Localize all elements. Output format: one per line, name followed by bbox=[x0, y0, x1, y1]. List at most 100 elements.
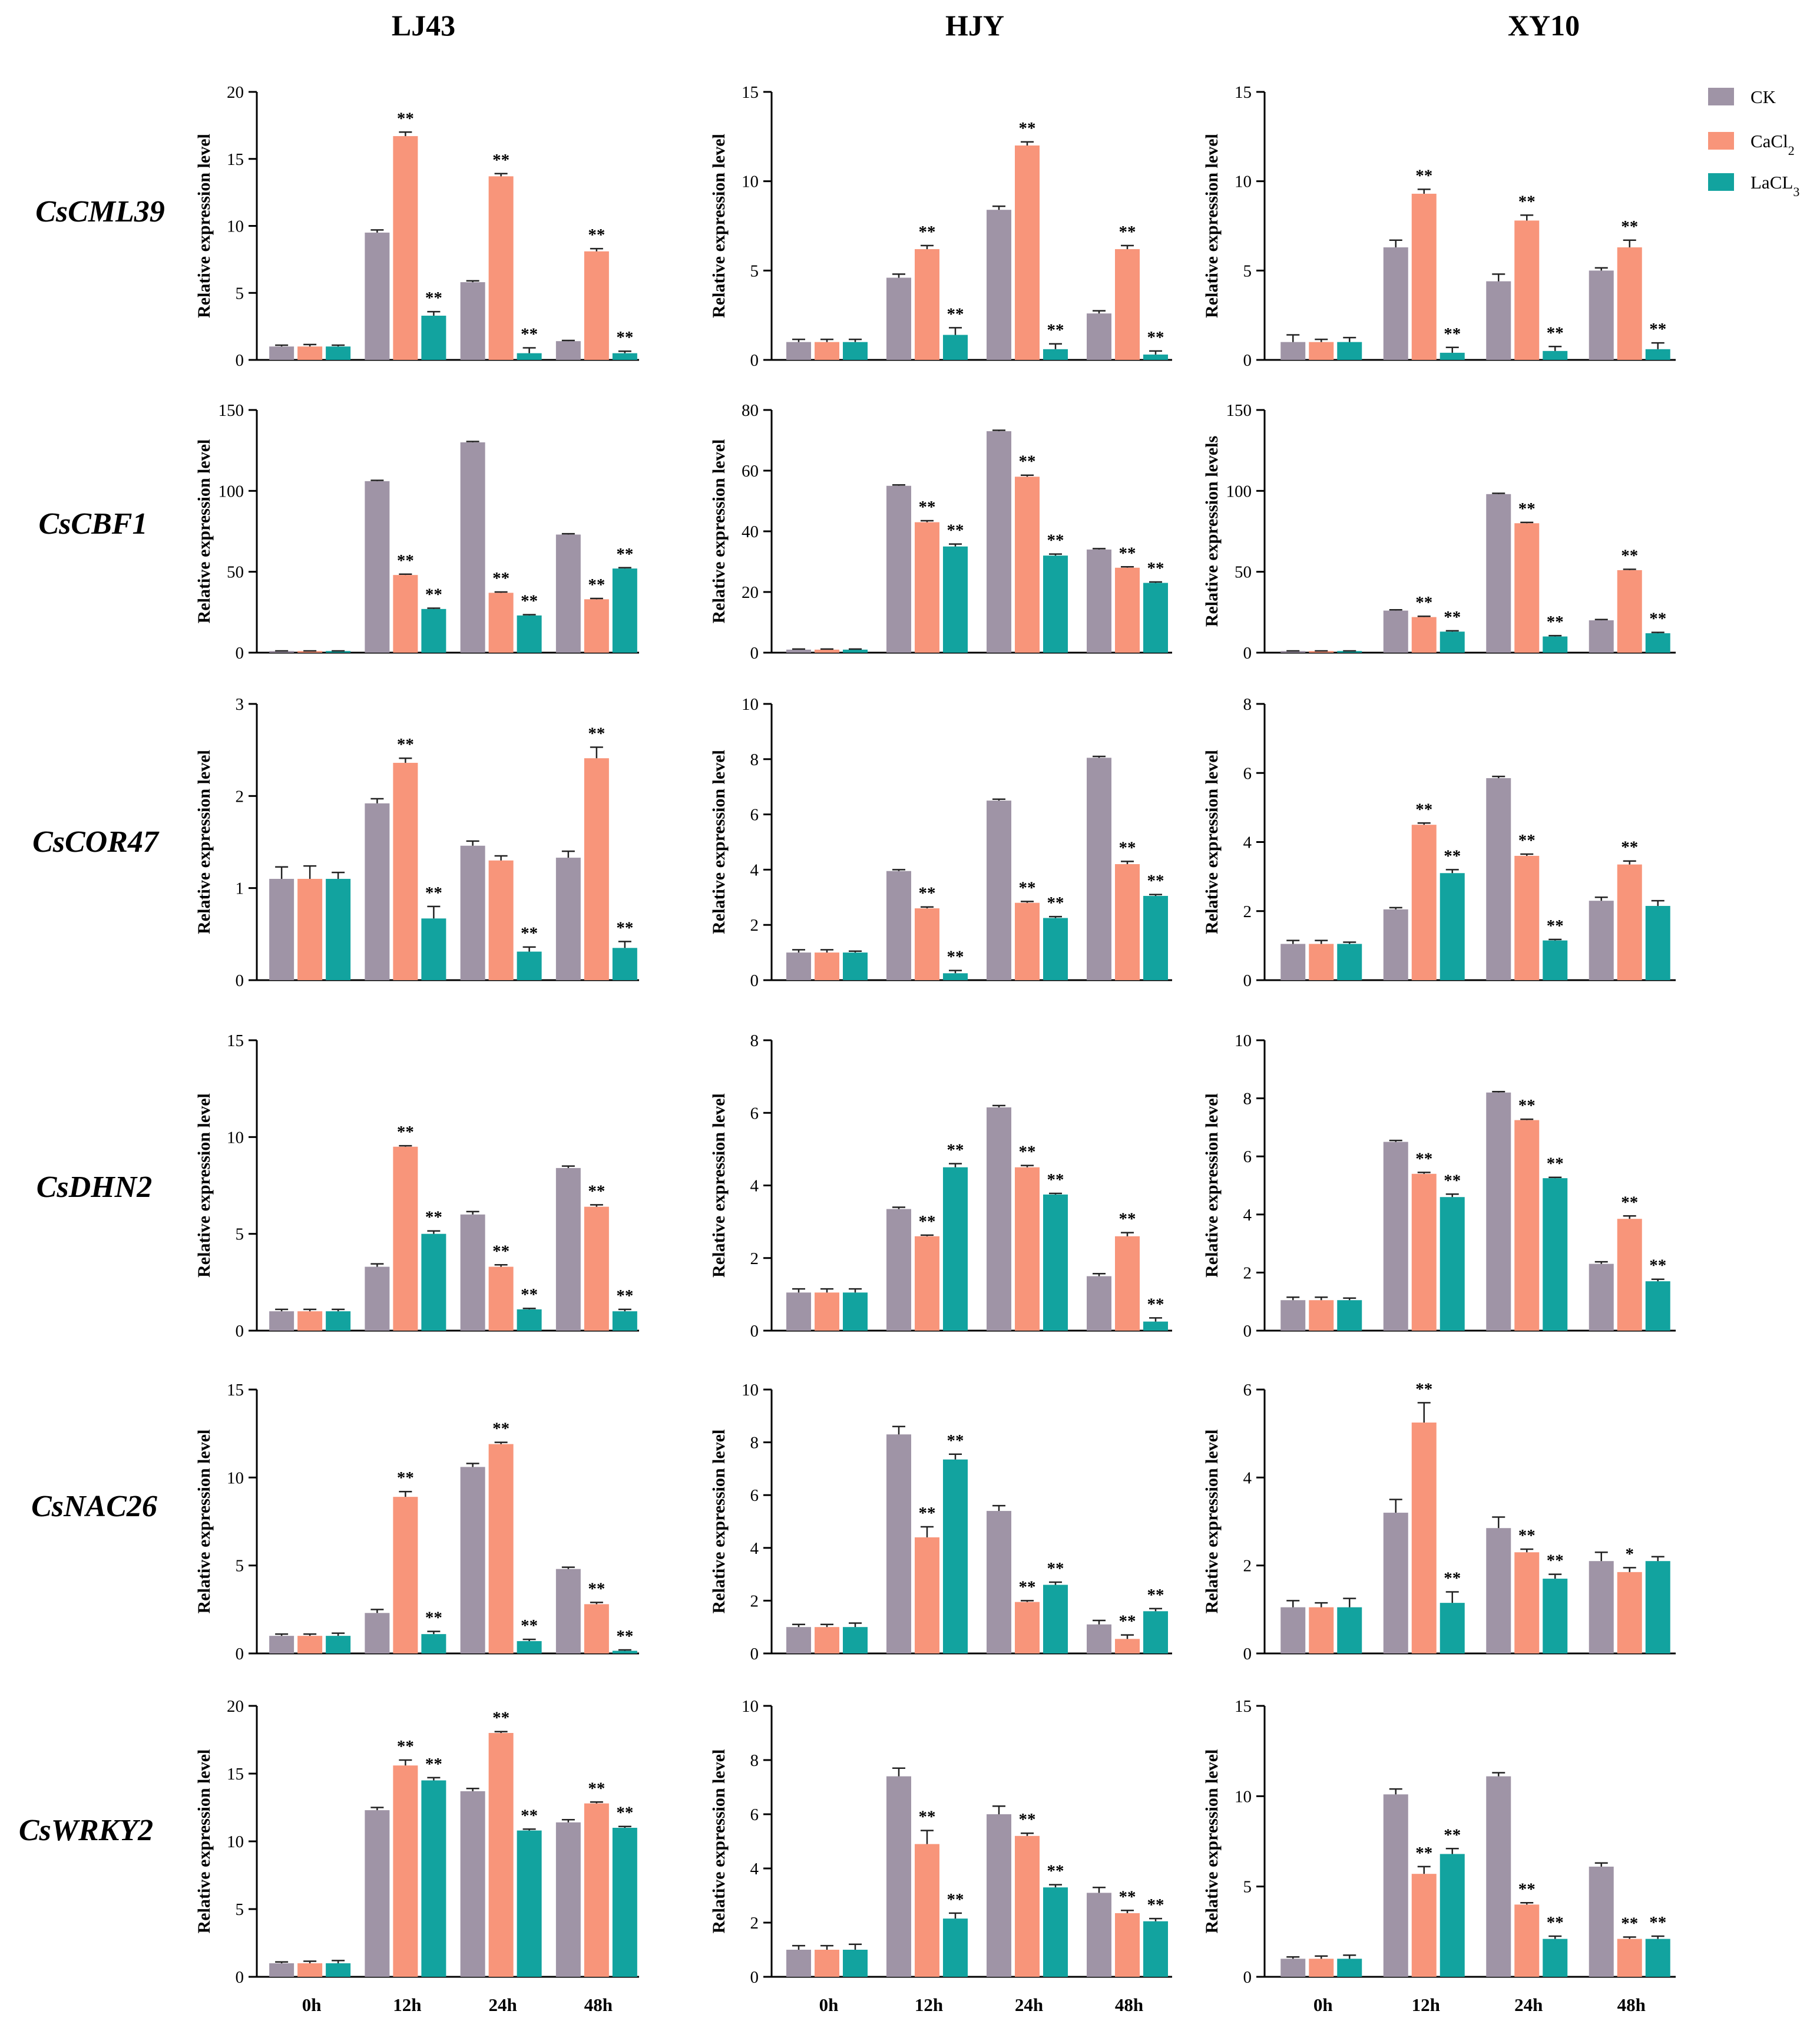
bar-24h-lacl3 bbox=[1543, 1939, 1568, 1977]
y-tick-label: 10 bbox=[1235, 1031, 1252, 1050]
bar-48h-cacl2 bbox=[1115, 1913, 1140, 1977]
bar-12h-cacl2 bbox=[915, 1537, 939, 1653]
significance-label: ** bbox=[616, 545, 633, 564]
significance-label: ** bbox=[1147, 1586, 1164, 1605]
bar-0h-cacl2 bbox=[297, 1963, 323, 1977]
significance-label: ** bbox=[919, 1808, 936, 1827]
significance-label: ** bbox=[1019, 119, 1036, 138]
y-tick-label: 8 bbox=[750, 750, 759, 769]
chart-cscbf1-lj43: 0 50 100 150 Relative expression level ** ** **… bbox=[194, 401, 639, 663]
bar-12h-cacl2 bbox=[393, 1765, 418, 1977]
bar-48h-lacl3 bbox=[612, 568, 637, 653]
x-tick-label: 48h bbox=[1115, 1994, 1143, 2015]
bar-12h-lacl3 bbox=[421, 608, 446, 653]
significance-label: ** bbox=[1444, 608, 1461, 627]
y-tick-label: 10 bbox=[1235, 173, 1252, 191]
bar-0h-lacl3 bbox=[1337, 1959, 1362, 1977]
bar-12h-cacl2 bbox=[393, 763, 418, 980]
bar-24h-ck bbox=[460, 1214, 485, 1331]
significance-label: ** bbox=[1119, 838, 1136, 857]
y-tick-label: 80 bbox=[742, 401, 759, 420]
significance-label: ** bbox=[521, 591, 538, 610]
significance-label: ** bbox=[492, 569, 509, 588]
bar-12h-ck bbox=[365, 481, 390, 653]
bar-0h-ck bbox=[1280, 1300, 1306, 1331]
x-tick-label: 0h bbox=[302, 1994, 322, 2015]
bar-12h-lacl3 bbox=[421, 1780, 446, 1977]
x-tick-label: 24h bbox=[489, 1994, 517, 2015]
chart-cscml39-lj43: 0 5 10 15 20 Relative expression level ** ** ** *… bbox=[194, 83, 639, 370]
bar-24h-lacl3 bbox=[1043, 349, 1068, 360]
significance-label: ** bbox=[588, 226, 605, 244]
bar-24h-lacl3 bbox=[517, 615, 542, 653]
bar-48h-cacl2 bbox=[584, 758, 609, 980]
bar-0h-ck bbox=[269, 879, 294, 980]
significance-label: ** bbox=[919, 1504, 936, 1523]
bar-0h-cacl2 bbox=[1309, 1300, 1334, 1331]
gene-label-cscor47: CsCOR47 bbox=[32, 825, 160, 859]
bar-48h-ck bbox=[1087, 1893, 1111, 1977]
gene-label-cscbf1: CsCBF1 bbox=[39, 507, 148, 541]
bar-12h-ck bbox=[365, 1810, 390, 1977]
chart-csnac26-lj43: 0 5 10 15 Relative expression level ** ** ** ** *… bbox=[194, 1381, 639, 1663]
significance-label: ** bbox=[1147, 559, 1164, 578]
y-tick-label: 50 bbox=[227, 563, 244, 582]
bar-24h-cacl2 bbox=[1514, 1904, 1540, 1977]
significance-label: ** bbox=[1019, 1143, 1036, 1162]
bar-0h-ck bbox=[269, 346, 294, 360]
bar-24h-ck bbox=[987, 1107, 1011, 1331]
bar-24h-ck bbox=[460, 1791, 485, 1977]
bar-12h-lacl3 bbox=[943, 973, 968, 980]
bar-0h-cacl2 bbox=[297, 879, 323, 980]
significance-label: ** bbox=[1649, 320, 1666, 339]
legend-subscript: 3 bbox=[1793, 184, 1799, 199]
bar-48h-cacl2 bbox=[1115, 249, 1140, 360]
significance-label: ** bbox=[947, 305, 964, 323]
bar-12h-ck bbox=[1383, 247, 1408, 360]
bar-0h-ck bbox=[1280, 944, 1306, 980]
significance-label: ** bbox=[1047, 1862, 1064, 1881]
significance-label: * bbox=[1626, 1544, 1634, 1563]
bar-0h-ck bbox=[786, 1292, 811, 1331]
bar-24h-cacl2 bbox=[1514, 1552, 1540, 1653]
bar-0h-ck bbox=[1280, 342, 1306, 360]
y-tick-label: 1 bbox=[236, 879, 244, 898]
bar-48h-ck bbox=[1589, 1866, 1614, 1977]
y-tick-label: 8 bbox=[750, 1434, 759, 1453]
y-axis-label: Relative expression level bbox=[1202, 750, 1222, 934]
bar-0h-cacl2 bbox=[815, 649, 839, 653]
bar-24h-cacl2 bbox=[1514, 220, 1540, 360]
bar-48h-lacl3 bbox=[1143, 1611, 1168, 1653]
significance-label: ** bbox=[1547, 323, 1564, 342]
bar-12h-cacl2 bbox=[915, 1844, 939, 1977]
significance-label: ** bbox=[425, 585, 442, 604]
bar-12h-lacl3 bbox=[1440, 1197, 1465, 1331]
bar-12h-ck bbox=[365, 1613, 390, 1653]
bar-48h-lacl3 bbox=[1645, 1561, 1670, 1653]
significance-label: ** bbox=[588, 1579, 605, 1598]
bar-0h-cacl2 bbox=[1309, 651, 1334, 653]
significance-label: ** bbox=[1444, 325, 1461, 343]
significance-label: ** bbox=[1547, 613, 1564, 631]
bar-48h-lacl3 bbox=[612, 948, 637, 980]
chart-cscor47-xy10: 0 2 4 6 8 Relative expression level ** ** ** ** ** bbox=[1202, 695, 1676, 990]
bar-0h-ck bbox=[269, 1963, 294, 1977]
significance-label: ** bbox=[588, 724, 605, 743]
y-tick-label: 4 bbox=[750, 861, 759, 879]
y-tick-label: 6 bbox=[750, 1104, 759, 1123]
y-tick-label: 8 bbox=[750, 1751, 759, 1770]
bar-48h-cacl2 bbox=[1617, 247, 1642, 360]
bar-0h-lacl3 bbox=[326, 1311, 351, 1331]
bar-12h-lacl3 bbox=[421, 315, 446, 360]
x-tick-label: 12h bbox=[393, 1994, 421, 2015]
significance-label: ** bbox=[1415, 1844, 1432, 1863]
bar-24h-cacl2 bbox=[488, 860, 514, 980]
bar-48h-ck bbox=[555, 1569, 581, 1653]
y-tick-label: 2 bbox=[750, 1249, 759, 1268]
significance-label: ** bbox=[1649, 1913, 1666, 1932]
chart-cscor47-lj43: 0 1 2 3 Relative expression level ** ** ** ** ** bbox=[194, 695, 639, 990]
x-tick-label: 48h bbox=[584, 1994, 613, 2015]
significance-label: ** bbox=[588, 1182, 605, 1200]
y-tick-label: 0 bbox=[750, 1645, 759, 1663]
